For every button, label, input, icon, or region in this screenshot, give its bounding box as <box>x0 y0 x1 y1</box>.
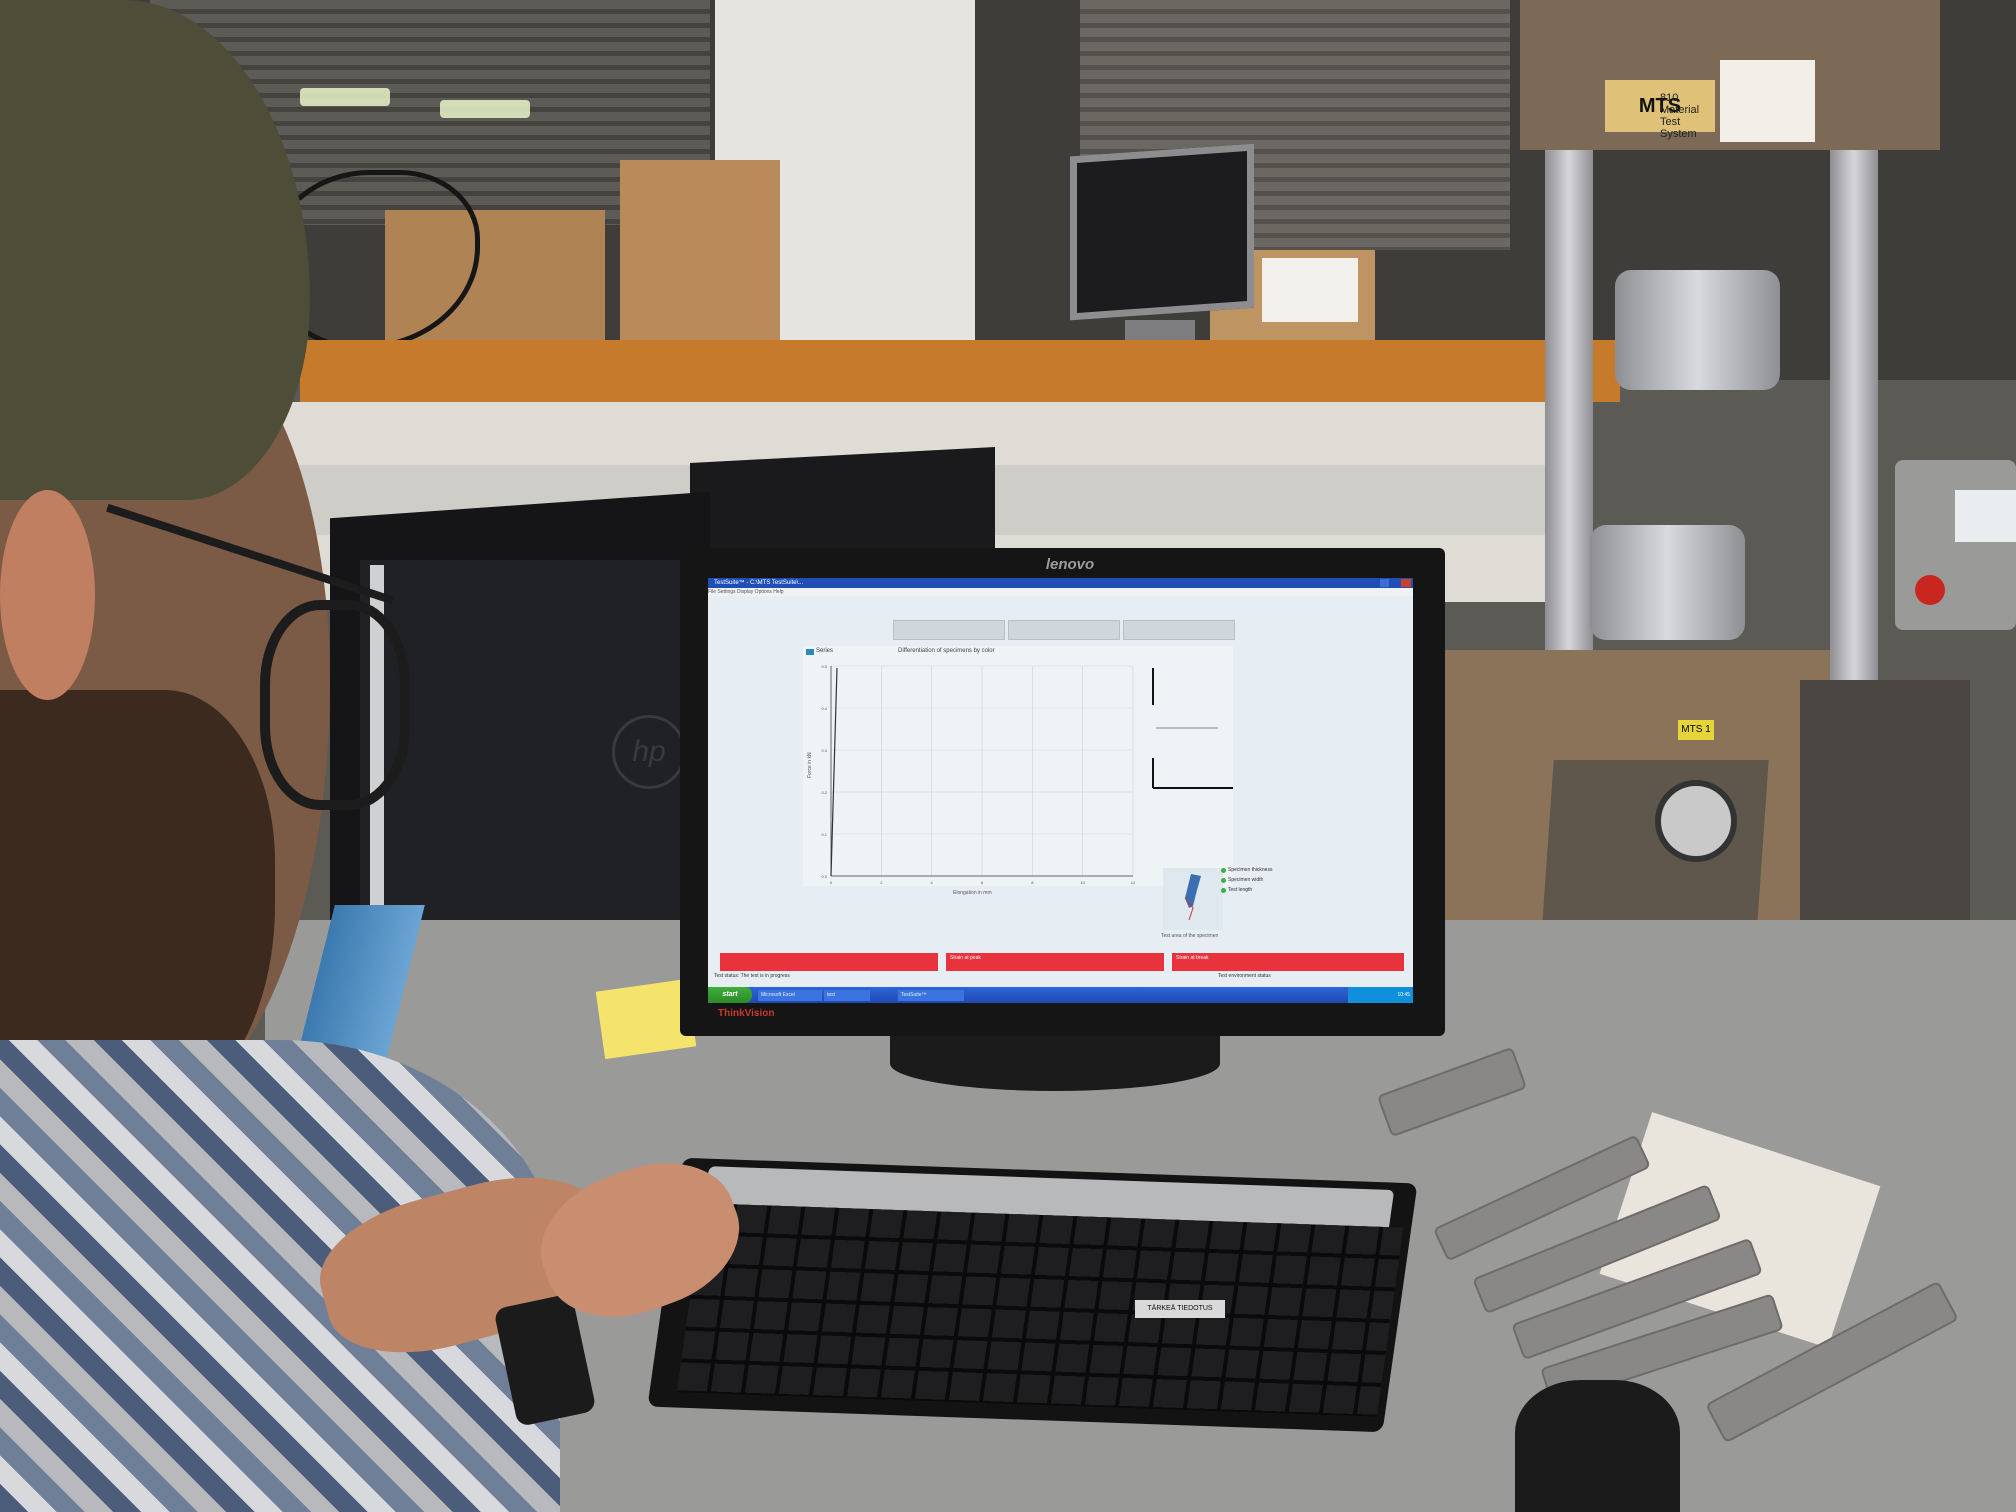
mts-column <box>1830 150 1878 710</box>
result-bar <box>720 953 938 971</box>
x-tick-label: 0 <box>830 880 833 885</box>
x-tick-labels: 0 2 4 6 8 10 12 <box>830 880 1136 885</box>
cardboard-box <box>620 160 780 350</box>
person-ear <box>0 490 95 700</box>
mts-sticker <box>1720 60 1815 142</box>
specimen-item: Specimen thickness <box>1228 867 1273 873</box>
result-label: Strain at peak <box>950 955 981 961</box>
mts-badge: MTS <box>1605 80 1715 132</box>
taskbar <box>708 987 1413 1003</box>
result-label: Strain at break <box>1176 955 1209 961</box>
status-dot <box>1221 888 1226 893</box>
keyboard-key-rows <box>676 1203 1404 1417</box>
y-tick-labels: 0.0 0.1 0.2 0.3 0.4 0.5 <box>821 664 827 879</box>
result-bar <box>946 953 1164 971</box>
ceiling-light <box>300 88 390 106</box>
force-elongation-chart: 0.0 0.1 0.2 0.3 0.4 0.5 0 2 4 6 8 10 12 Force in kN… <box>807 664 1136 896</box>
glasses-lens <box>260 600 410 810</box>
x-tick-label: 8 <box>1031 880 1034 885</box>
x-axis-label: Elongation in mm <box>953 890 992 896</box>
y-tick-label: 0.0 <box>821 874 827 879</box>
status-dot <box>1221 868 1226 873</box>
y-tick-label: 0.2 <box>821 790 827 795</box>
specimen-item: Test length <box>1228 887 1253 893</box>
chart-title: Differentiation of specimens by color <box>898 648 995 654</box>
y-tick-label: 0.1 <box>821 832 827 837</box>
monitor-brand-logo: lenovo <box>1045 556 1095 573</box>
thinkvision-logo: ThinkVision <box>718 1008 775 1019</box>
toolbar-button[interactable] <box>893 620 1005 640</box>
upper-wedge-grip <box>1615 270 1780 390</box>
y-tick-label: 0.5 <box>821 664 827 669</box>
y-tick-label: 0.3 <box>821 748 827 753</box>
mts-column <box>1545 150 1593 710</box>
pressure-gauge <box>1655 780 1737 862</box>
mts-tag: MTS 1 <box>1678 720 1714 740</box>
mts-label: 810 Material Test System <box>1660 92 1700 140</box>
start-button[interactable]: start <box>708 987 752 1003</box>
emergency-stop-button <box>1915 575 1945 605</box>
chart-panel <box>803 646 1233 886</box>
photo-caption: Test area of the specimen <box>1161 933 1219 939</box>
mts-side-box <box>1800 680 1970 930</box>
x-tick-label: 12 <box>1131 880 1136 885</box>
old-monitor <box>1070 143 1254 321</box>
status-text: Test status: The test is in progress <box>714 973 790 979</box>
ceiling-light <box>440 100 530 118</box>
minimize-button[interactable] <box>1380 579 1389 587</box>
window-titlebar[interactable] <box>708 578 1413 588</box>
hp-logo: hp <box>612 715 686 789</box>
monitor-stand <box>890 1036 1220 1091</box>
result-bar <box>1172 953 1404 971</box>
system-tray-clock[interactable]: 10:45 <box>1348 987 1413 1003</box>
toolbar-button[interactable] <box>1008 620 1120 640</box>
legend-swatch <box>806 649 814 655</box>
taskbar-item[interactable]: Microsoft Excel <box>758 990 822 1001</box>
specimen-panel <box>1152 668 1233 789</box>
y-axis-label: Force in kN <box>807 752 813 778</box>
force-curve <box>830 667 838 877</box>
x-tick-label: 6 <box>981 880 984 885</box>
chart-legend: Series <box>816 648 834 654</box>
controller-screen <box>1955 490 2016 542</box>
desk-object <box>1515 1380 1680 1512</box>
chart-grid <box>830 665 1134 877</box>
wooden-shelf <box>300 340 1620 402</box>
handset-controller <box>1895 460 2016 630</box>
keyboard-warning-label: TÄRKEÄ TIEDOTUS <box>1135 1300 1225 1318</box>
close-button[interactable] <box>1401 579 1411 587</box>
taskbar-item[interactable]: test <box>824 990 870 1001</box>
x-tick-label: 2 <box>880 880 883 885</box>
box-label <box>1262 258 1358 322</box>
status-dot <box>1221 878 1226 883</box>
lower-wedge-grip <box>1590 525 1745 640</box>
x-tick-label: 4 <box>931 880 934 885</box>
specimen-item: Specimen width <box>1228 877 1264 883</box>
y-tick-label: 0.4 <box>821 706 827 711</box>
monitor-screen: TestSuite™ - C:\MTS TestSuite\... File S… <box>708 578 1413 1003</box>
x-tick-label: 10 <box>1080 880 1085 885</box>
window-title: TestSuite™ - C:\MTS TestSuite\... <box>714 580 804 586</box>
taskbar-item[interactable]: TestSuite™ <box>898 990 964 1001</box>
status-text-right: Test environment status <box>1218 973 1271 979</box>
specimen-photo <box>1163 868 1223 930</box>
old-monitor-stand <box>1125 320 1195 342</box>
toolbar-button[interactable] <box>1123 620 1235 640</box>
menu-bar[interactable]: File Settings Display Options Help <box>708 588 1413 596</box>
